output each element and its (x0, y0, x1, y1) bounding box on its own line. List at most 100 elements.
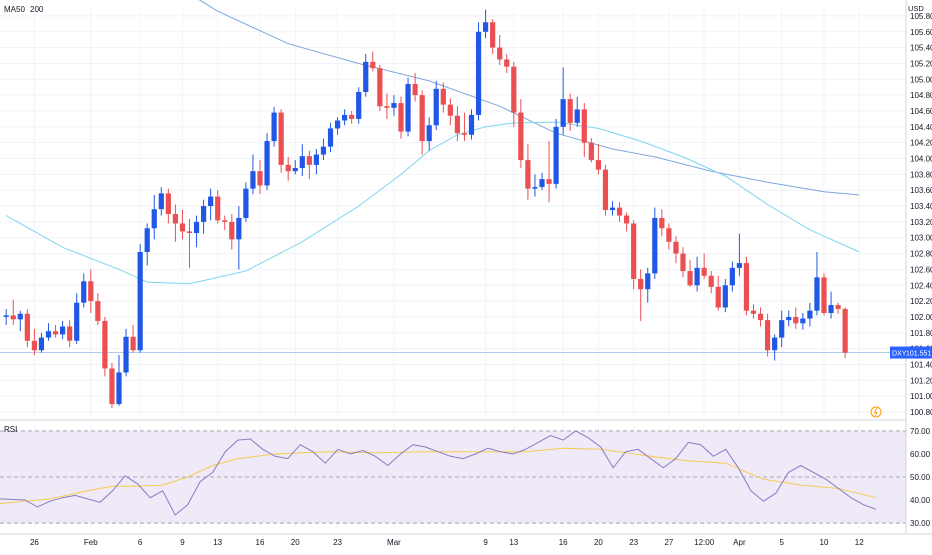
ma-fast-line (5, 121, 860, 285)
candle-body (490, 22, 496, 48)
candle-body (602, 169, 609, 211)
candle-body (109, 368, 115, 405)
candle-body (398, 103, 404, 132)
price-y-tick: 102.200 (910, 297, 932, 306)
x-tick: Apr (733, 538, 746, 547)
candle-body (67, 326, 73, 341)
candle-body (412, 84, 418, 96)
candle-body (158, 193, 164, 210)
candle-body (271, 112, 277, 142)
candle-body (130, 336, 136, 351)
candle-body (377, 68, 383, 107)
price-y-tick: 104.200 (910, 139, 932, 148)
candle-body (88, 281, 94, 302)
candle-body (38, 337, 45, 351)
candle-body (631, 223, 637, 279)
candle-body (292, 168, 298, 172)
candle-body (743, 263, 750, 311)
candle-body (236, 217, 242, 240)
candle-body (250, 171, 256, 189)
candle-body (645, 273, 651, 290)
candle-body (757, 313, 764, 321)
candle-body (447, 104, 453, 116)
price-y-tick: 101.800 (910, 329, 932, 338)
price-y-tick: 103.400 (910, 202, 932, 211)
candle-body (624, 215, 630, 224)
candle-body (370, 61, 376, 69)
candle-body (779, 320, 785, 338)
candle-body (786, 316, 792, 321)
candle-body (588, 142, 594, 161)
candle-body (694, 267, 700, 286)
price-y-tick: 104.600 (910, 107, 932, 116)
candle-body (95, 301, 101, 321)
candle-body (222, 220, 228, 222)
candle-body (835, 305, 841, 310)
rsi-ma-line (0, 447, 877, 504)
x-tick: 20 (291, 538, 300, 547)
candle-body (461, 133, 468, 135)
candle-body (581, 109, 587, 143)
price-y-tick: 102.000 (910, 313, 932, 322)
price-y-tick: 102.800 (910, 250, 932, 259)
candle-body (673, 241, 679, 254)
candle-body (828, 305, 834, 314)
candle-body (116, 372, 122, 405)
candle-body (45, 331, 52, 338)
candle-body (313, 154, 319, 165)
candle-body (285, 164, 291, 172)
candle-body (102, 320, 108, 369)
candle-body (306, 156, 312, 165)
last-price-tag (890, 346, 932, 359)
candle-body (511, 66, 517, 113)
price-series (0, 0, 906, 409)
candle-body (52, 331, 59, 335)
price-y-tick: 100.800 (910, 408, 932, 417)
candle-body (405, 84, 411, 132)
candle-body (243, 188, 249, 218)
candle-body (327, 128, 334, 147)
candle-body (574, 109, 580, 123)
candle-body (525, 160, 531, 189)
price-y-tick: 103.800 (910, 170, 932, 179)
price-y-tick: 102.600 (910, 265, 932, 274)
candle-body (553, 126, 559, 184)
price-y-tick: 104.000 (910, 155, 932, 164)
candle-body (208, 196, 214, 207)
candle-body (475, 31, 482, 115)
candle-body (426, 125, 432, 142)
x-tick: 12 (855, 538, 864, 547)
candle-body (24, 313, 30, 341)
candle-body (349, 114, 355, 119)
candle-body (215, 196, 221, 221)
candle-body (299, 156, 305, 169)
candle-body (229, 221, 235, 240)
candle-body (807, 310, 813, 319)
candle-body (165, 193, 171, 214)
rsi-y-tick: 60.00 (910, 450, 931, 459)
candle-body (722, 285, 728, 308)
candle-body (363, 61, 369, 92)
candle-body (123, 336, 129, 373)
candle-body (334, 120, 341, 129)
candle-body (708, 275, 714, 287)
price-y-tick: 105.600 (910, 28, 932, 37)
candle-body (504, 59, 510, 67)
last-price-symbol: DXY (892, 351, 907, 358)
candle-body (179, 223, 186, 232)
candle-body (468, 114, 475, 135)
candle-body (595, 160, 601, 170)
candle-body (60, 326, 66, 335)
candle-body (278, 112, 284, 165)
candle-body (356, 91, 362, 119)
replay-icon[interactable] (870, 406, 882, 418)
candle-body (3, 315, 9, 317)
rsi-y-tick: 30.00 (910, 519, 931, 528)
candle-body (257, 171, 263, 186)
candle-body (186, 231, 193, 233)
x-tick: 20 (594, 538, 603, 547)
candle-body (31, 340, 37, 351)
